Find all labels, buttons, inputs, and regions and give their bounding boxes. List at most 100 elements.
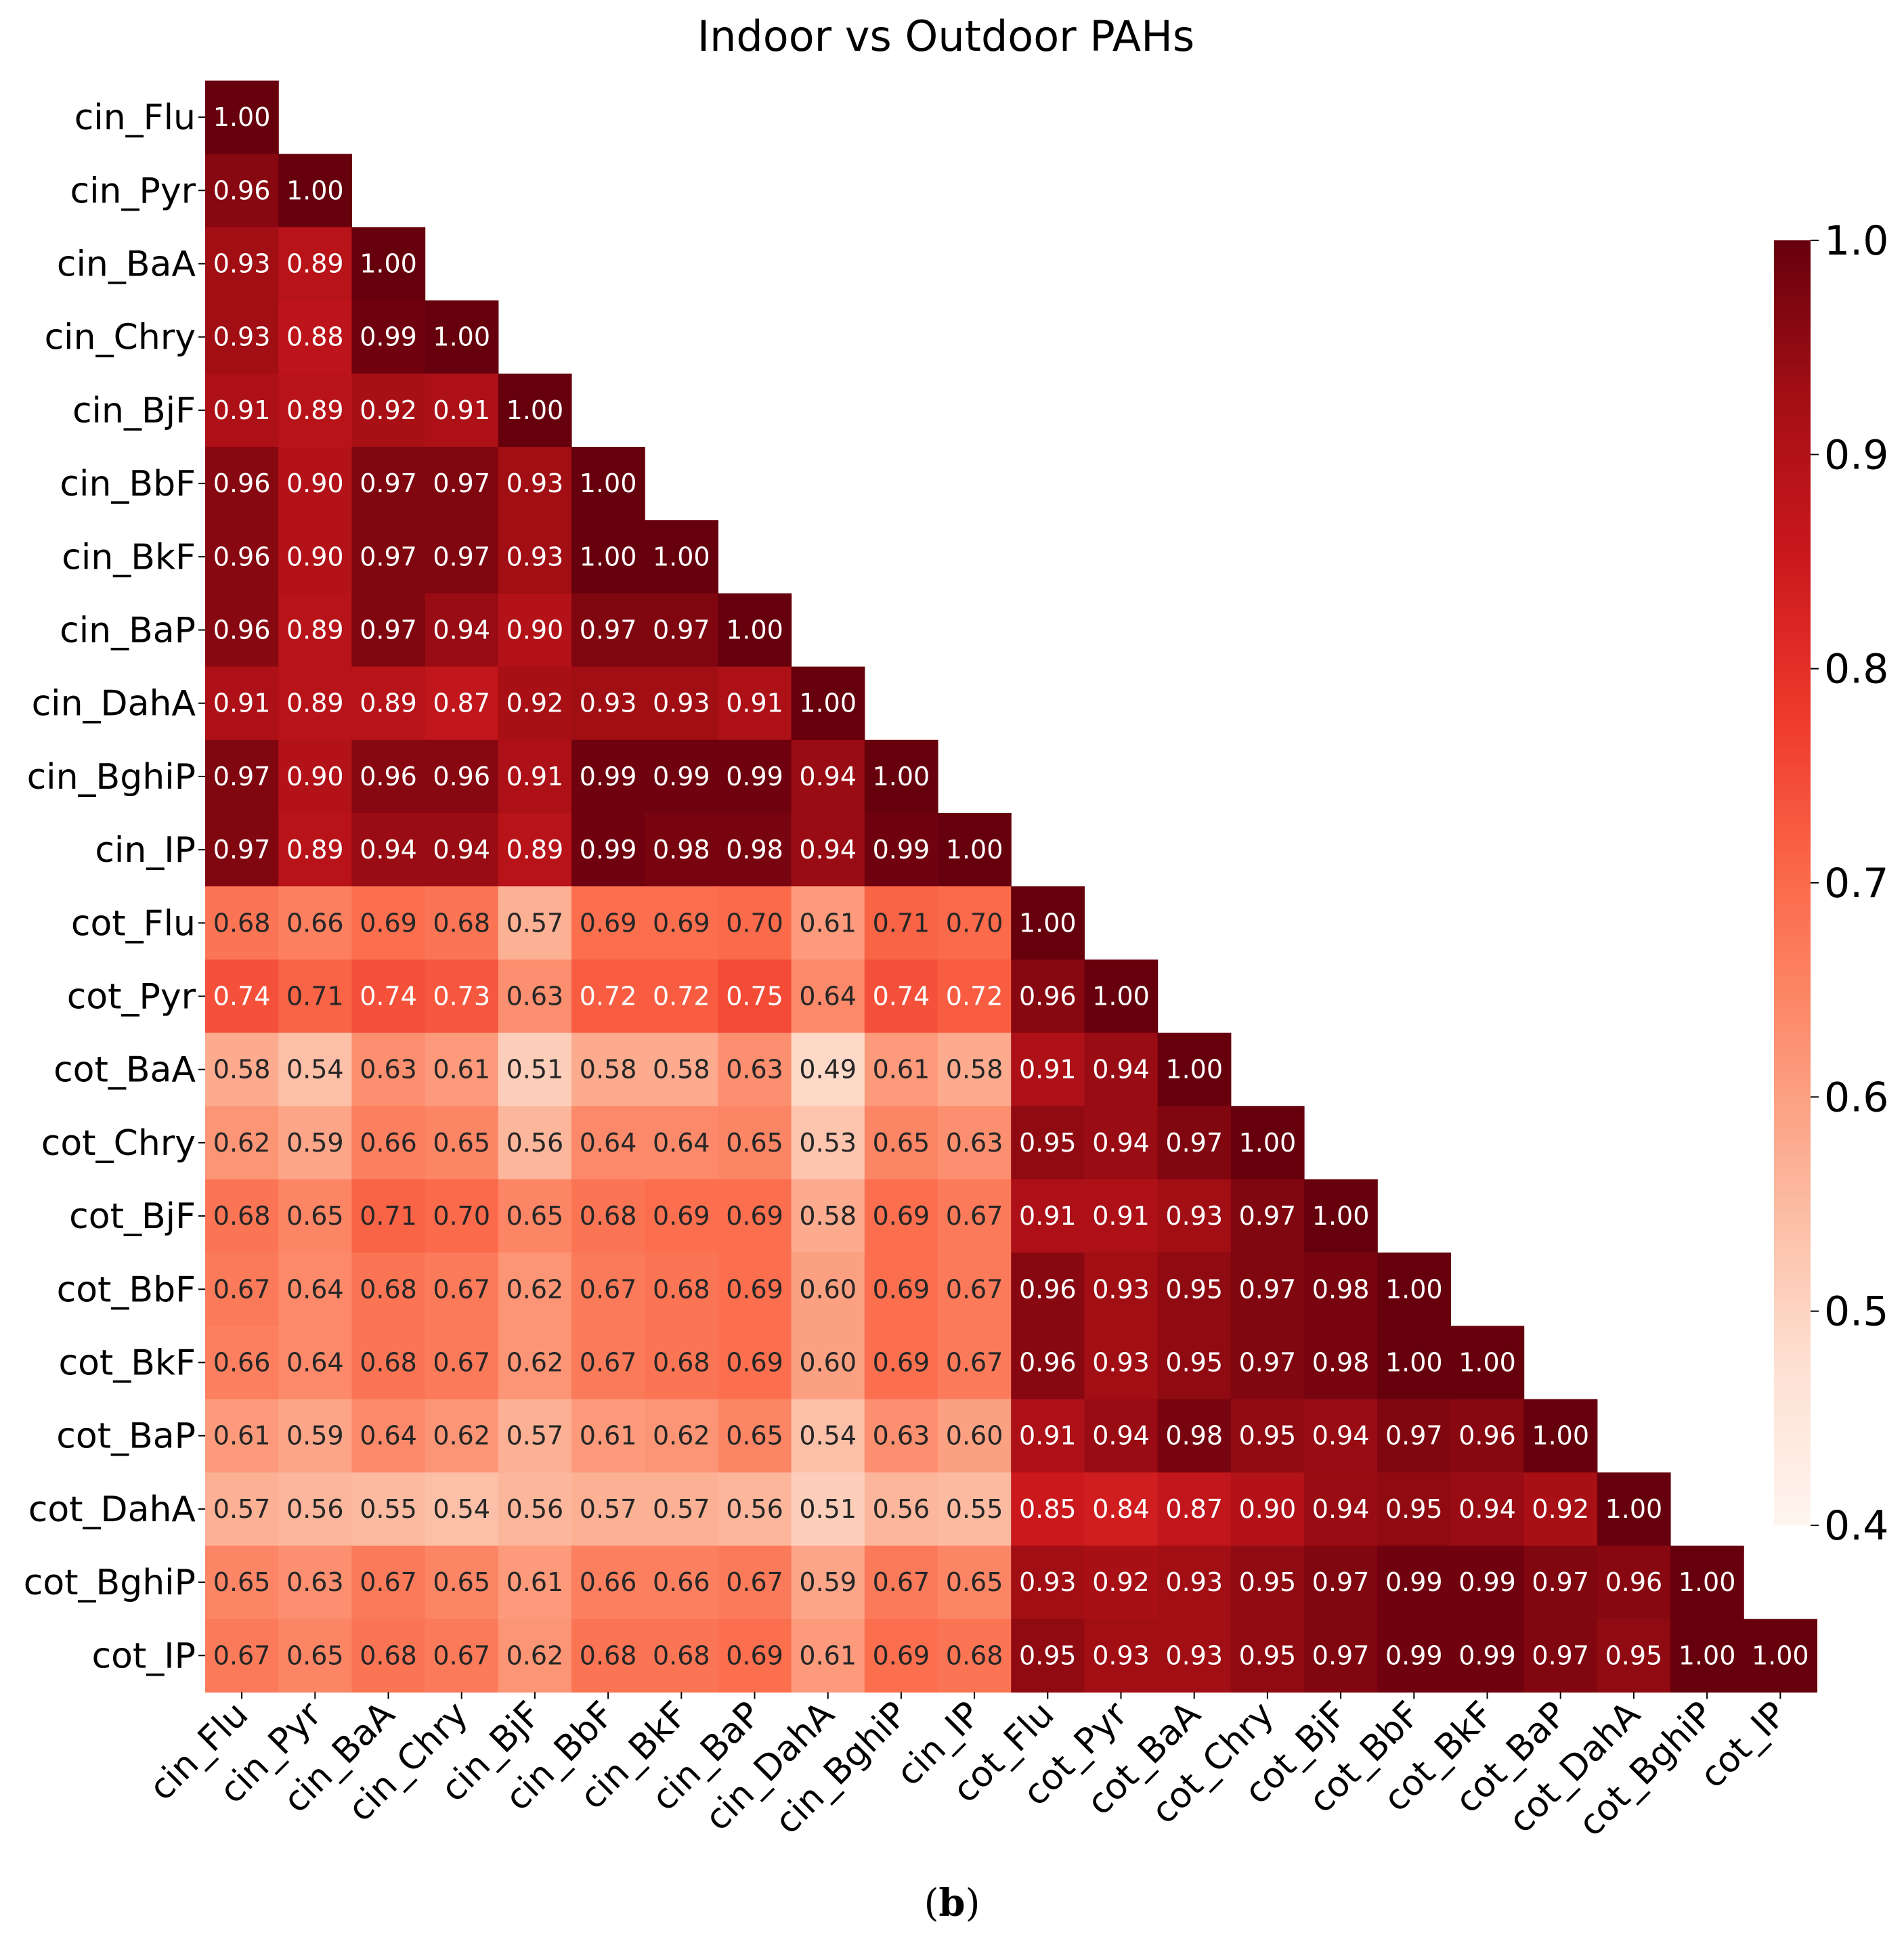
heatmap-cell (1011, 1399, 1085, 1473)
heatmap-cell (351, 1252, 426, 1326)
heatmap-cell (278, 959, 352, 1034)
heatmap-cell (645, 959, 718, 1034)
heatmap-cell (425, 520, 499, 594)
row-label: cin_BaP (60, 611, 196, 651)
heatmap-cell (1157, 1032, 1232, 1107)
cell-value-label: 0.65 (726, 1421, 783, 1451)
heatmap-cell (718, 739, 792, 814)
heatmap-cell (278, 1032, 352, 1107)
row-label: cin_IP (95, 830, 196, 871)
cell-value-label: 0.97 (1239, 1348, 1297, 1378)
heatmap-cell (864, 886, 938, 960)
cell-value-label: 0.91 (213, 395, 271, 425)
heatmap-cell (278, 1179, 352, 1253)
cell-value-label: 0.71 (873, 908, 930, 938)
heatmap-cell (498, 1252, 572, 1326)
heatmap-cell (791, 1472, 865, 1546)
heatmap-cell (278, 666, 352, 741)
cell-value-label: 0.55 (360, 1494, 417, 1524)
cell-value-label: 0.97 (580, 615, 637, 645)
heatmap-cell (864, 1032, 938, 1107)
cell-value-label: 0.96 (1019, 1348, 1077, 1378)
row-label: cot_Chry (41, 1123, 196, 1164)
cell-value-label: 0.68 (213, 1201, 271, 1231)
heatmap-cell (351, 739, 426, 814)
heatmap-cell (645, 1546, 718, 1619)
cell-value-label: 0.65 (726, 1128, 783, 1158)
heatmap-cell (645, 1032, 718, 1107)
cell-value-label: 0.61 (433, 1055, 490, 1085)
cell-value-label: 0.68 (360, 1348, 417, 1378)
heatmap-cell (1011, 1619, 1085, 1693)
heatmap-cell (791, 739, 865, 814)
heatmap-cell (425, 373, 499, 448)
cell-value-label: 1.00 (1679, 1640, 1736, 1670)
cell-value-label: 0.66 (580, 1567, 637, 1597)
heatmap-cell (425, 1472, 499, 1546)
cell-value-label: 0.55 (946, 1494, 1003, 1524)
row-label: cot_IP (92, 1636, 196, 1676)
heatmap-cell (498, 373, 572, 448)
cell-value-label: 0.68 (653, 1640, 710, 1670)
heatmap-cell (1230, 1252, 1305, 1326)
cell-value-label: 1.00 (433, 322, 490, 352)
heatmap-cell (938, 1472, 1012, 1546)
cell-value-label: 0.60 (946, 1421, 1003, 1451)
heatmap-cell (1230, 1619, 1305, 1693)
cell-value-label: 0.97 (433, 542, 490, 571)
heatmap-cell (864, 1546, 938, 1619)
heatmap-cell (1157, 1252, 1232, 1326)
heatmap-cell (205, 1619, 279, 1693)
caption-open: ( (924, 1881, 939, 1925)
cell-value-label: 0.59 (286, 1421, 344, 1451)
cell-value-label: 0.62 (506, 1348, 564, 1378)
cell-value-label: 0.93 (506, 542, 564, 571)
cell-value-label: 0.64 (286, 1274, 344, 1304)
cell-value-label: 0.89 (286, 615, 344, 645)
heatmap-cell (1304, 1179, 1378, 1253)
cell-value-label: 0.63 (506, 982, 564, 1011)
cell-value-label: 0.67 (433, 1274, 490, 1304)
cell-value-label: 0.93 (580, 689, 637, 718)
cell-value-label: 0.90 (1239, 1494, 1297, 1524)
cell-value-label: 0.95 (1019, 1128, 1077, 1158)
cell-value-label: 0.70 (726, 908, 783, 938)
cell-value-label: 0.84 (1092, 1494, 1150, 1524)
cell-value-label: 0.97 (1532, 1567, 1589, 1597)
heatmap-cell (718, 1106, 792, 1180)
row-label: cin_Chry (45, 318, 196, 358)
cell-value-label: 0.65 (286, 1201, 344, 1231)
row-label: cin_BkF (62, 537, 196, 577)
heatmap-cell (718, 813, 792, 887)
cell-value-label: 0.61 (799, 1640, 857, 1670)
row-label: cot_BbF (57, 1269, 196, 1310)
heatmap-cell (938, 886, 1012, 960)
cell-value-label: 0.75 (726, 982, 783, 1011)
heatmap-cell (938, 1326, 1012, 1400)
cell-value-label: 0.93 (1092, 1640, 1150, 1670)
cell-value-label: 0.63 (726, 1055, 783, 1085)
row-label: cot_Pyr (67, 977, 196, 1018)
heatmap-cell (1084, 1326, 1159, 1400)
heatmap-cell (498, 959, 572, 1034)
cell-value-label: 0.67 (946, 1201, 1003, 1231)
cell-value-label: 0.69 (726, 1274, 783, 1304)
heatmap-cell (351, 520, 426, 594)
heatmap-cell (425, 1179, 499, 1253)
cell-value-label: 0.91 (1092, 1201, 1150, 1231)
heatmap-cell (1304, 1619, 1378, 1693)
heatmap-cell (645, 593, 718, 668)
heatmap-cell (791, 1619, 865, 1693)
cell-value-label: 0.64 (799, 982, 857, 1011)
cell-value-label: 0.64 (653, 1128, 710, 1158)
heatmap-cell (571, 1179, 645, 1253)
cell-value-label: 0.98 (726, 835, 783, 865)
colorbar-tick-label: 0.9 (1824, 431, 1888, 479)
row-label: cot_DahA (28, 1489, 196, 1530)
heatmap-cell (498, 520, 572, 594)
heatmap-cell (205, 959, 279, 1034)
heatmap-cell (205, 1179, 279, 1253)
heatmap-cell (425, 1252, 499, 1326)
cell-value-label: 0.69 (726, 1640, 783, 1670)
heatmap-cell (1084, 1472, 1159, 1546)
